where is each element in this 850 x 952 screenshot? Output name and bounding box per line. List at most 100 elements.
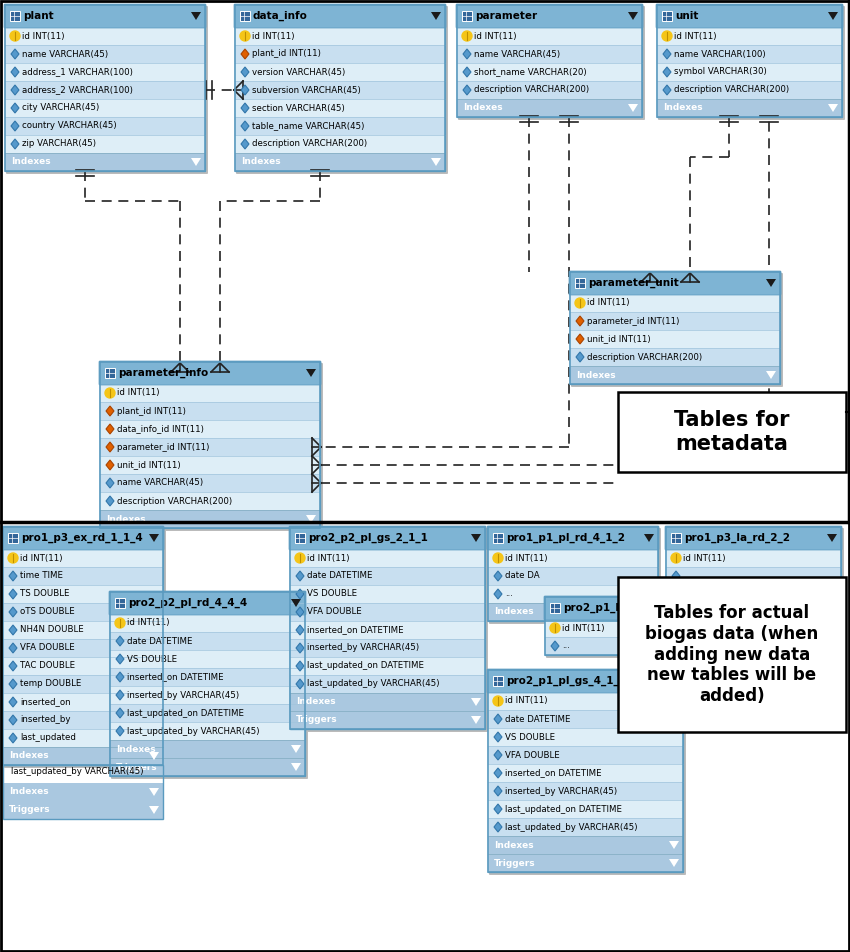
Text: Indexes: Indexes (11, 157, 51, 167)
Bar (3, 527, 163, 765)
Bar (235, 5, 445, 171)
Text: date DATETIME: date DATETIME (505, 715, 570, 724)
Polygon shape (628, 12, 638, 20)
Bar (545, 637, 710, 655)
Text: city VARCHAR(45): city VARCHAR(45) (22, 104, 99, 112)
Bar (488, 836, 683, 854)
Text: inserted_on DATETIME: inserted_on DATETIME (127, 672, 224, 682)
Polygon shape (116, 636, 124, 646)
Bar (3, 711, 163, 729)
Bar (488, 670, 683, 872)
FancyBboxPatch shape (236, 6, 448, 174)
Bar (488, 670, 683, 872)
FancyBboxPatch shape (487, 669, 684, 693)
Bar (110, 592, 305, 776)
Bar (488, 764, 683, 782)
Polygon shape (9, 679, 17, 689)
Bar (3, 729, 163, 747)
Polygon shape (11, 139, 19, 149)
Bar (662, 11, 672, 21)
Bar (290, 603, 485, 621)
Bar (493, 676, 503, 686)
Bar (657, 99, 842, 117)
Text: pro2_p2_pl_rd_4_4_4: pro2_p2_pl_rd_4_4_4 (128, 598, 247, 608)
Bar (462, 11, 472, 21)
Polygon shape (576, 334, 584, 344)
Bar (100, 362, 320, 528)
Text: last_updated_by VARCHAR(45): last_updated_by VARCHAR(45) (307, 680, 439, 688)
Bar (488, 782, 683, 800)
Circle shape (575, 298, 585, 308)
Bar (3, 783, 163, 801)
Bar (570, 272, 780, 384)
Bar (618, 392, 846, 472)
FancyBboxPatch shape (546, 598, 713, 658)
Polygon shape (116, 654, 124, 664)
Polygon shape (828, 104, 838, 112)
FancyBboxPatch shape (4, 4, 206, 28)
Bar (457, 99, 642, 117)
Text: VS DOUBLE: VS DOUBLE (307, 589, 357, 599)
Text: pro1_p3_la_rd_2_2: pro1_p3_la_rd_2_2 (684, 533, 790, 544)
Bar (488, 710, 683, 728)
Bar (3, 747, 163, 765)
Polygon shape (149, 788, 159, 796)
Polygon shape (149, 534, 159, 542)
Polygon shape (296, 589, 304, 599)
Bar (3, 585, 163, 603)
FancyBboxPatch shape (569, 271, 781, 295)
Polygon shape (296, 607, 304, 617)
Text: id INT(11): id INT(11) (683, 553, 726, 563)
Text: Indexes: Indexes (9, 751, 48, 761)
Bar (488, 567, 658, 585)
Bar (3, 801, 163, 819)
Bar (110, 592, 305, 614)
Bar (666, 585, 841, 603)
Bar (575, 278, 585, 288)
Polygon shape (106, 478, 114, 488)
Text: parameter_info: parameter_info (118, 367, 208, 378)
Bar (488, 527, 658, 549)
Polygon shape (471, 716, 481, 724)
Polygon shape (241, 49, 249, 59)
Text: VFA DOUBLE: VFA DOUBLE (20, 644, 75, 652)
Bar (110, 632, 305, 650)
Polygon shape (463, 67, 471, 77)
Bar (457, 27, 642, 45)
Text: Indexes: Indexes (106, 514, 145, 524)
Bar (110, 592, 305, 776)
Bar (488, 746, 683, 764)
Bar (457, 5, 642, 117)
Text: pro1_p3_ex_rd_1_1_4: pro1_p3_ex_rd_1_1_4 (21, 533, 143, 544)
Polygon shape (494, 714, 502, 724)
Text: id INT(11): id INT(11) (20, 553, 63, 563)
FancyBboxPatch shape (571, 273, 783, 387)
Text: Indexes: Indexes (663, 104, 703, 112)
Polygon shape (241, 103, 249, 113)
Circle shape (240, 31, 250, 41)
Text: address_2 VARCHAR(100): address_2 VARCHAR(100) (22, 86, 133, 94)
FancyBboxPatch shape (667, 528, 844, 642)
Text: oTS DOUBLE: oTS DOUBLE (20, 607, 75, 617)
Text: unit_id INT(11): unit_id INT(11) (587, 334, 650, 344)
Text: unit: unit (675, 11, 699, 21)
Bar (488, 692, 683, 710)
Text: Indexes: Indexes (296, 698, 336, 706)
FancyBboxPatch shape (289, 526, 486, 550)
Polygon shape (116, 672, 124, 682)
Text: Triggers: Triggers (672, 625, 714, 634)
Text: last_updated_on DATETIME: last_updated_on DATETIME (307, 662, 424, 670)
FancyBboxPatch shape (656, 4, 843, 28)
Text: Indexes: Indexes (241, 157, 280, 167)
Bar (488, 818, 683, 836)
Bar (5, 99, 205, 117)
Polygon shape (9, 697, 17, 707)
Bar (235, 5, 445, 171)
Polygon shape (576, 316, 584, 326)
Text: name VARCHAR(45): name VARCHAR(45) (22, 50, 108, 58)
Bar (100, 420, 320, 438)
Polygon shape (106, 496, 114, 506)
FancyBboxPatch shape (665, 526, 842, 550)
Bar (110, 686, 305, 704)
Text: inserted_by VARCHAR(45): inserted_by VARCHAR(45) (127, 690, 239, 700)
